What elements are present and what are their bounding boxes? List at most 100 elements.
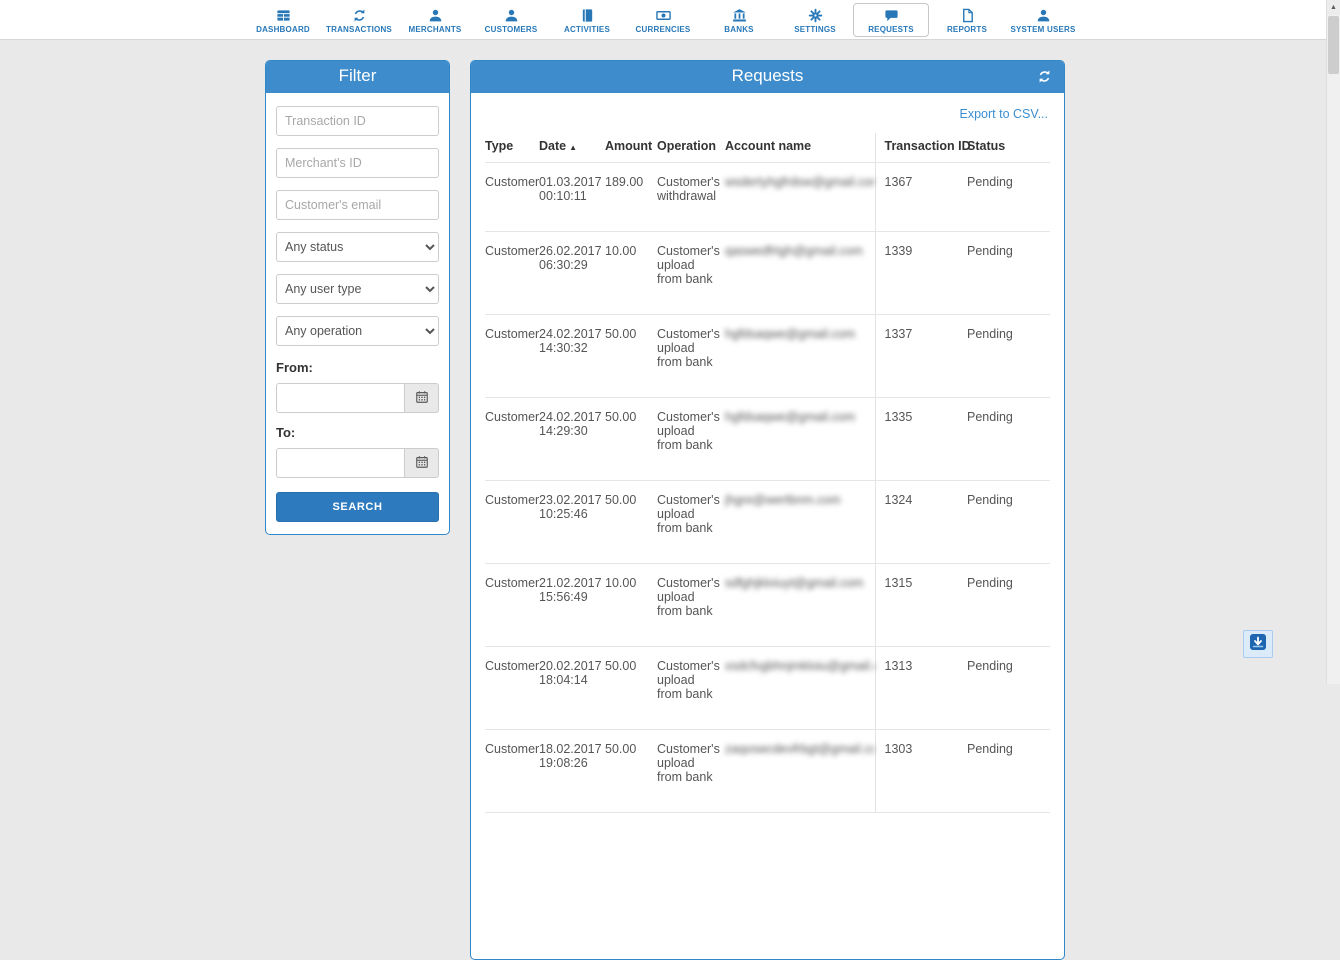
nav-tab-label: SYSTEM USERS bbox=[1010, 25, 1075, 34]
nav-tab-requests[interactable]: REQUESTS bbox=[853, 3, 929, 37]
nav-tab-label: CURRENCIES bbox=[636, 25, 691, 34]
banks-icon bbox=[732, 7, 747, 23]
browser-scrollbar[interactable]: ▲ bbox=[1326, 0, 1340, 684]
nav-tab-label: REPORTS bbox=[947, 25, 987, 34]
cell-status: Pending bbox=[967, 232, 1050, 315]
refresh-icon[interactable] bbox=[1037, 69, 1052, 84]
system-users-icon bbox=[1036, 7, 1051, 23]
cell-operation: Customer's upload from bank bbox=[657, 647, 725, 730]
from-calendar-button[interactable] bbox=[405, 383, 439, 413]
to-date-input[interactable] bbox=[276, 448, 405, 478]
cell-date: 18.02.2017 19:08:26 bbox=[539, 730, 605, 813]
cell-status: Pending bbox=[967, 564, 1050, 647]
header-operation[interactable]: Operation bbox=[657, 133, 725, 163]
cell-operation: Customer's upload from bank bbox=[657, 564, 725, 647]
scrollbar-up-arrow-icon[interactable]: ▲ bbox=[1327, 0, 1340, 15]
reports-icon bbox=[960, 7, 975, 23]
export-csv-link[interactable]: Export to CSV... bbox=[485, 99, 1050, 133]
activities-icon bbox=[580, 7, 595, 23]
cell-type: Customer bbox=[485, 398, 539, 481]
header-date-label: Date bbox=[539, 139, 566, 153]
cell-transaction-id: 1335 bbox=[875, 398, 967, 481]
calendar-icon bbox=[415, 455, 429, 472]
transactions-icon bbox=[352, 7, 367, 23]
status-select[interactable]: Any status bbox=[276, 232, 439, 262]
nav-tab-label: SETTINGS bbox=[794, 25, 836, 34]
cell-status: Pending bbox=[967, 163, 1050, 232]
header-type[interactable]: Type bbox=[485, 133, 539, 163]
cell-operation: Customer's upload from bank bbox=[657, 315, 725, 398]
header-status[interactable]: Status bbox=[967, 133, 1050, 163]
cell-type: Customer bbox=[485, 647, 539, 730]
table-row[interactable]: Customer 01.03.2017 00:10:11 189.00 Cust… bbox=[485, 163, 1050, 232]
table-row[interactable]: Customer 26.02.2017 06:30:29 10.00 Custo… bbox=[485, 232, 1050, 315]
customer-email-input[interactable] bbox=[276, 190, 439, 220]
cell-date: 21.02.2017 15:56:49 bbox=[539, 564, 605, 647]
scroll-widget-button[interactable] bbox=[1243, 630, 1273, 658]
cell-amount: 50.00 bbox=[605, 481, 657, 564]
top-nav: DASHBOARD TRANSACTIONS MERCHANTS CUSTOME… bbox=[0, 0, 1326, 40]
table-row[interactable]: Customer 23.02.2017 10:25:46 50.00 Custo… bbox=[485, 481, 1050, 564]
header-transaction-id[interactable]: Transaction ID bbox=[875, 133, 967, 163]
nav-tab-banks[interactable]: BANKS bbox=[701, 3, 777, 37]
cell-account-name-masked: qaswedfrtgh@gmail.com bbox=[725, 232, 875, 315]
nav-tab-system-users[interactable]: SYSTEM USERS bbox=[1005, 3, 1081, 37]
merchant-id-input[interactable] bbox=[276, 148, 439, 178]
from-date-input[interactable] bbox=[276, 383, 405, 413]
nav-tab-label: REQUESTS bbox=[868, 25, 914, 34]
nav-tab-settings[interactable]: SETTINGS bbox=[777, 3, 853, 37]
search-button[interactable]: SEARCH bbox=[276, 492, 439, 522]
merchants-icon bbox=[428, 7, 443, 23]
header-date[interactable]: Date▲ bbox=[539, 133, 605, 163]
transaction-id-input[interactable] bbox=[276, 106, 439, 136]
nav-tab-customers[interactable]: CUSTOMERS bbox=[473, 3, 549, 37]
cell-date: 20.02.2017 18:04:14 bbox=[539, 647, 605, 730]
table-header-row: Type Date▲ Amount Operation Account name… bbox=[485, 133, 1050, 163]
header-account-name[interactable]: Account name bbox=[725, 133, 875, 163]
cell-operation: Customer's upload from bank bbox=[657, 398, 725, 481]
cell-status: Pending bbox=[967, 481, 1050, 564]
cell-type: Customer bbox=[485, 481, 539, 564]
table-row[interactable]: Customer 18.02.2017 19:08:26 50.00 Custo… bbox=[485, 730, 1050, 813]
nav-tab-dashboard[interactable]: DASHBOARD bbox=[245, 3, 321, 37]
cell-transaction-id: 1303 bbox=[875, 730, 967, 813]
table-row[interactable]: Customer 24.02.2017 14:29:30 50.00 Custo… bbox=[485, 398, 1050, 481]
to-calendar-button[interactable] bbox=[405, 448, 439, 478]
cell-date: 26.02.2017 06:30:29 bbox=[539, 232, 605, 315]
cell-type: Customer bbox=[485, 163, 539, 232]
cell-operation: Customer's upload from bank bbox=[657, 232, 725, 315]
cell-amount: 50.00 bbox=[605, 730, 657, 813]
nav-tab-activities[interactable]: ACTIVITIES bbox=[549, 3, 625, 37]
cell-transaction-id: 1315 bbox=[875, 564, 967, 647]
requests-table: Type Date▲ Amount Operation Account name… bbox=[485, 133, 1050, 813]
cell-date: 01.03.2017 00:10:11 bbox=[539, 163, 605, 232]
requests-panel: Requests Export to CSV... Type Date▲ Amo… bbox=[470, 60, 1065, 960]
cell-amount: 50.00 bbox=[605, 398, 657, 481]
to-label: To: bbox=[276, 425, 439, 440]
nav-tab-reports[interactable]: REPORTS bbox=[929, 3, 1005, 37]
settings-icon bbox=[808, 7, 823, 23]
cell-operation: Customer's withdrawal bbox=[657, 163, 725, 232]
operation-select[interactable]: Any operation bbox=[276, 316, 439, 346]
table-row[interactable]: Customer 24.02.2017 14:30:32 50.00 Custo… bbox=[485, 315, 1050, 398]
scrollbar-thumb[interactable] bbox=[1328, 16, 1339, 74]
cell-date: 24.02.2017 14:29:30 bbox=[539, 398, 605, 481]
cell-type: Customer bbox=[485, 564, 539, 647]
table-row[interactable]: Customer 21.02.2017 15:56:49 10.00 Custo… bbox=[485, 564, 1050, 647]
nav-tab-transactions[interactable]: TRANSACTIONS bbox=[321, 3, 397, 37]
cell-operation: Customer's upload from bank bbox=[657, 481, 725, 564]
cell-type: Customer bbox=[485, 315, 539, 398]
cell-date: 23.02.2017 10:25:46 bbox=[539, 481, 605, 564]
header-amount[interactable]: Amount bbox=[605, 133, 657, 163]
nav-tab-label: ACTIVITIES bbox=[564, 25, 610, 34]
cell-transaction-id: 1324 bbox=[875, 481, 967, 564]
cell-status: Pending bbox=[967, 647, 1050, 730]
nav-tab-merchants[interactable]: MERCHANTS bbox=[397, 3, 473, 37]
cell-type: Customer bbox=[485, 232, 539, 315]
nav-tab-label: BANKS bbox=[724, 25, 753, 34]
currencies-icon bbox=[656, 7, 671, 23]
table-row[interactable]: Customer 20.02.2017 18:04:14 50.00 Custo… bbox=[485, 647, 1050, 730]
from-label: From: bbox=[276, 360, 439, 375]
nav-tab-currencies[interactable]: CURRENCIES bbox=[625, 3, 701, 37]
user-type-select[interactable]: Any user type bbox=[276, 274, 439, 304]
